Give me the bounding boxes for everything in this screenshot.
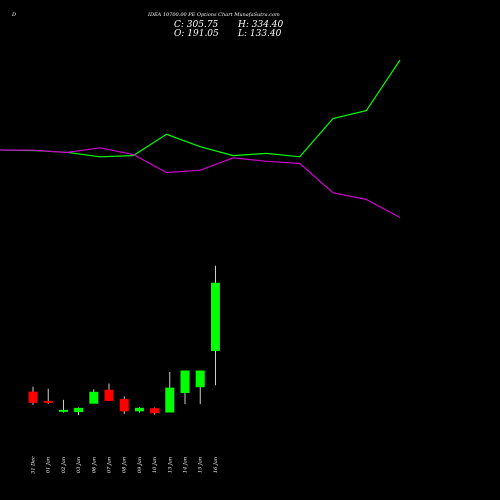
candle-body bbox=[104, 389, 114, 401]
x-tick-label: 06 Jan bbox=[91, 457, 97, 473]
candle-4 bbox=[89, 389, 99, 404]
indicator-line-1 bbox=[0, 59, 401, 158]
x-tick-label: 07 Jan bbox=[107, 457, 113, 473]
x-tick-label: 16 Jan bbox=[213, 457, 219, 473]
candle-8 bbox=[150, 407, 160, 415]
candle-5 bbox=[104, 383, 114, 401]
x-tick-label: 13 Jan bbox=[167, 457, 173, 473]
candle-body bbox=[119, 398, 129, 412]
candle-body bbox=[28, 391, 38, 403]
candle-2 bbox=[58, 399, 68, 413]
low-value: L: 133.40 bbox=[238, 29, 282, 39]
x-tick-label: 08 Jan bbox=[122, 457, 128, 473]
x-tick-label: 02 Jan bbox=[61, 457, 67, 473]
candle-11 bbox=[195, 370, 205, 405]
x-tick-label: 03 Jan bbox=[76, 457, 82, 473]
x-tick-label: 14 Jan bbox=[183, 457, 189, 473]
header-letter: D bbox=[12, 12, 17, 18]
candle-body bbox=[180, 370, 190, 393]
high-value: H: 334.40 bbox=[238, 20, 284, 30]
candle-0 bbox=[28, 386, 38, 405]
candle-body bbox=[150, 408, 160, 414]
x-tick-label: 10 Jan bbox=[152, 457, 158, 473]
candle-body bbox=[74, 407, 84, 413]
candle-6 bbox=[119, 396, 129, 414]
candle-body bbox=[134, 407, 144, 412]
candle-1 bbox=[43, 388, 53, 404]
candle-body bbox=[43, 400, 53, 403]
x-tick-label: 09 Jan bbox=[137, 457, 143, 473]
candle-3 bbox=[74, 407, 84, 416]
x-tick-label: 31 Dec bbox=[31, 456, 37, 474]
x-tick-label: 01 Jan bbox=[46, 457, 52, 473]
candle-7 bbox=[134, 407, 144, 413]
candle-body bbox=[165, 387, 175, 413]
open-value: O: 191.05 bbox=[174, 29, 219, 39]
candle-body bbox=[58, 409, 68, 412]
indicator-line-2 bbox=[0, 147, 401, 219]
x-tick-label: 15 Jan bbox=[198, 457, 204, 473]
close-value: C: 305.75 bbox=[174, 20, 219, 30]
candle-body bbox=[210, 282, 220, 351]
chart-title: IDEA 10700.00 PE Options Chart MunafaSut… bbox=[148, 12, 280, 18]
candle-9 bbox=[165, 372, 175, 413]
candle-12 bbox=[210, 265, 220, 386]
candle-10 bbox=[180, 370, 190, 405]
candle-body bbox=[195, 370, 205, 388]
candle-body bbox=[89, 391, 99, 404]
